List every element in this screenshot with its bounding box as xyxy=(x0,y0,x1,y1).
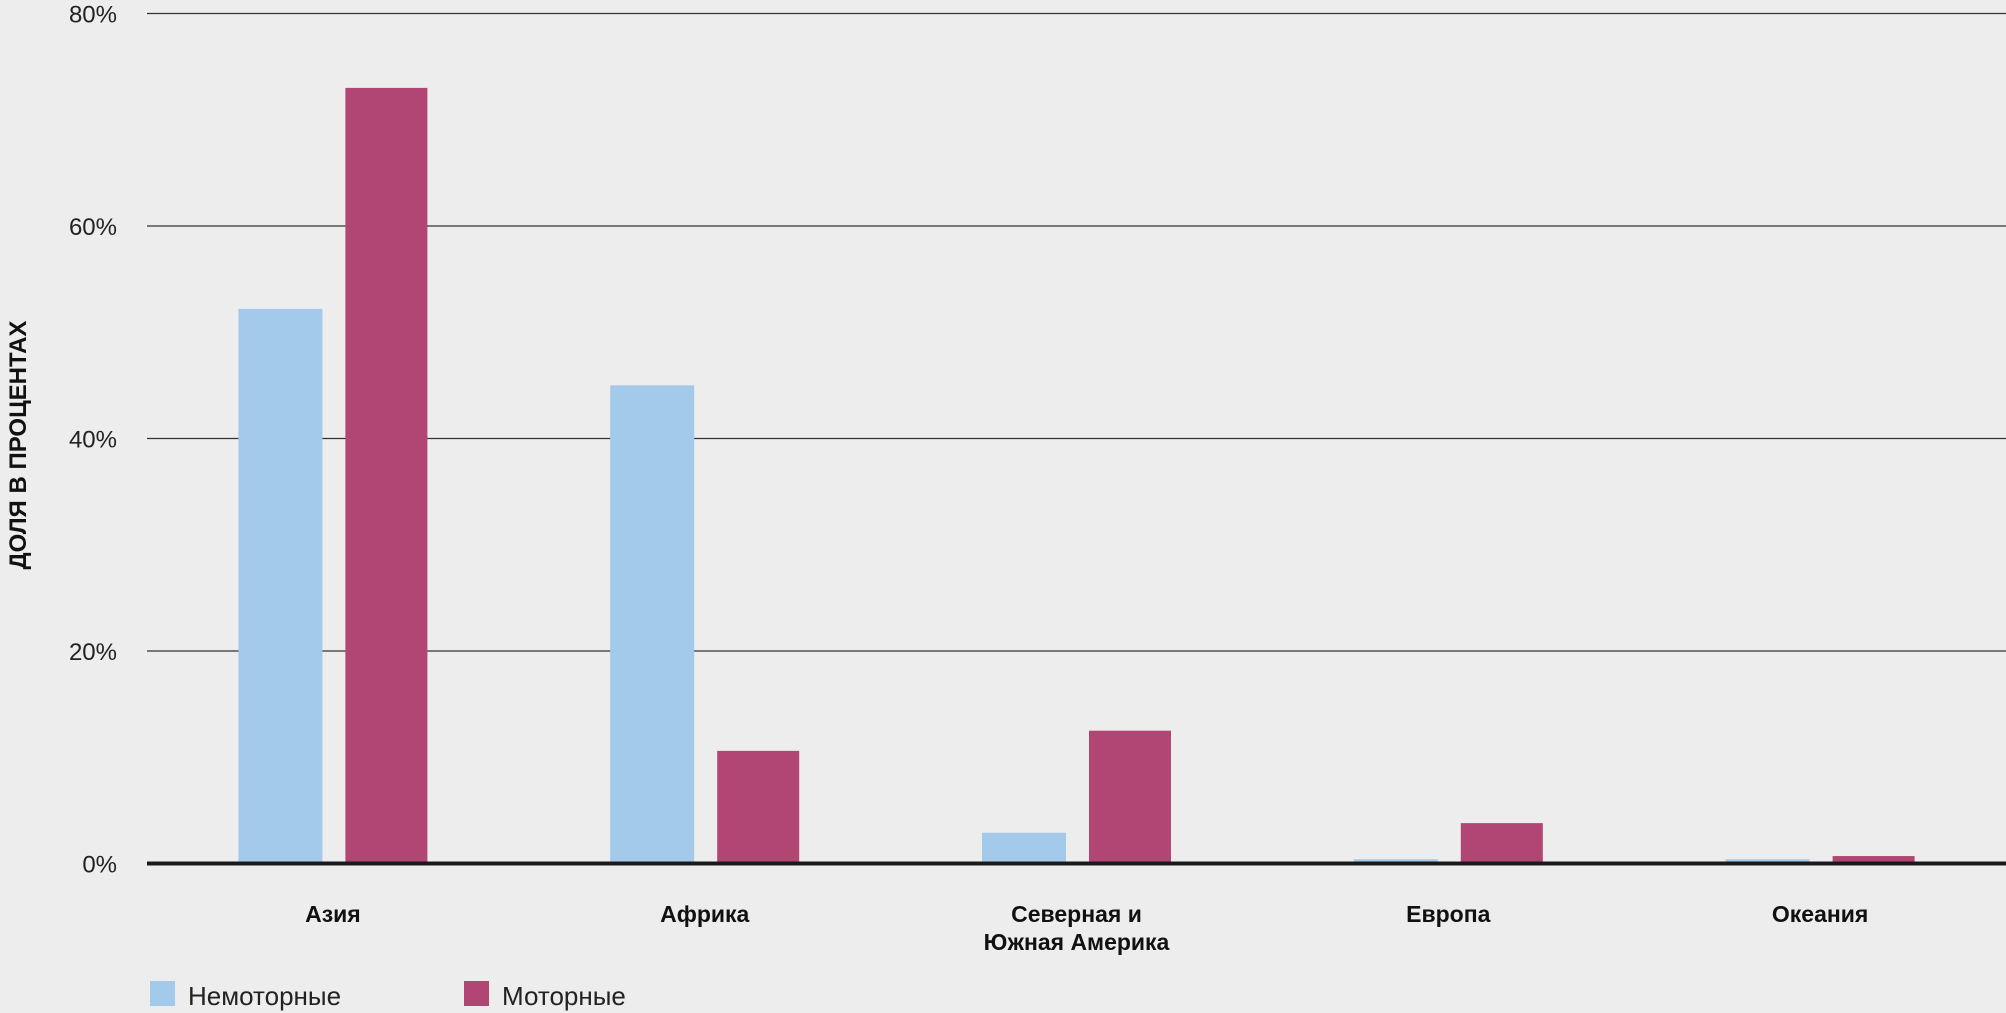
legend-swatch xyxy=(464,981,489,1006)
x-category-label-line: Северная и xyxy=(1011,901,1142,927)
x-category-label-line: Азия xyxy=(305,901,361,927)
y-tick-label: 40% xyxy=(69,427,117,454)
bar-motor xyxy=(345,87,428,864)
y-axis-label: ДОЛЯ В ПРОЦЕНТАХ xyxy=(5,321,32,570)
y-tick-label: 20% xyxy=(69,639,117,666)
x-category-label-line: Южная Америка xyxy=(984,929,1170,955)
bar-motor xyxy=(1089,730,1171,864)
x-category-label: Азия xyxy=(305,901,361,927)
x-category-label: Океания xyxy=(1772,901,1868,927)
bar-motor xyxy=(717,750,800,864)
y-tick-label: 60% xyxy=(69,214,117,241)
bar-motor xyxy=(1460,823,1543,864)
bar-nonmotor xyxy=(610,385,695,864)
legend-swatch xyxy=(150,981,175,1006)
bar-motor xyxy=(1832,856,1915,864)
legend-label: Немоторные xyxy=(188,981,341,1011)
x-category-label-line: Океания xyxy=(1772,901,1868,927)
bar-nonmotor xyxy=(1353,859,1438,864)
y-tick-label: 0% xyxy=(82,852,117,879)
bar-nonmotor xyxy=(1725,859,1810,864)
x-category-label: Африка xyxy=(660,901,749,927)
bar-nonmotor xyxy=(982,832,1066,864)
x-category-label-line: Европа xyxy=(1406,901,1490,927)
x-category-label: Европа xyxy=(1406,901,1490,927)
legend-label: Моторные xyxy=(502,981,626,1011)
bar-nonmotor xyxy=(238,308,323,864)
y-tick-label: 80% xyxy=(69,2,117,29)
x-category-label: Северная и Южная Америка xyxy=(984,901,1170,955)
x-category-label-line: Африка xyxy=(660,901,749,927)
